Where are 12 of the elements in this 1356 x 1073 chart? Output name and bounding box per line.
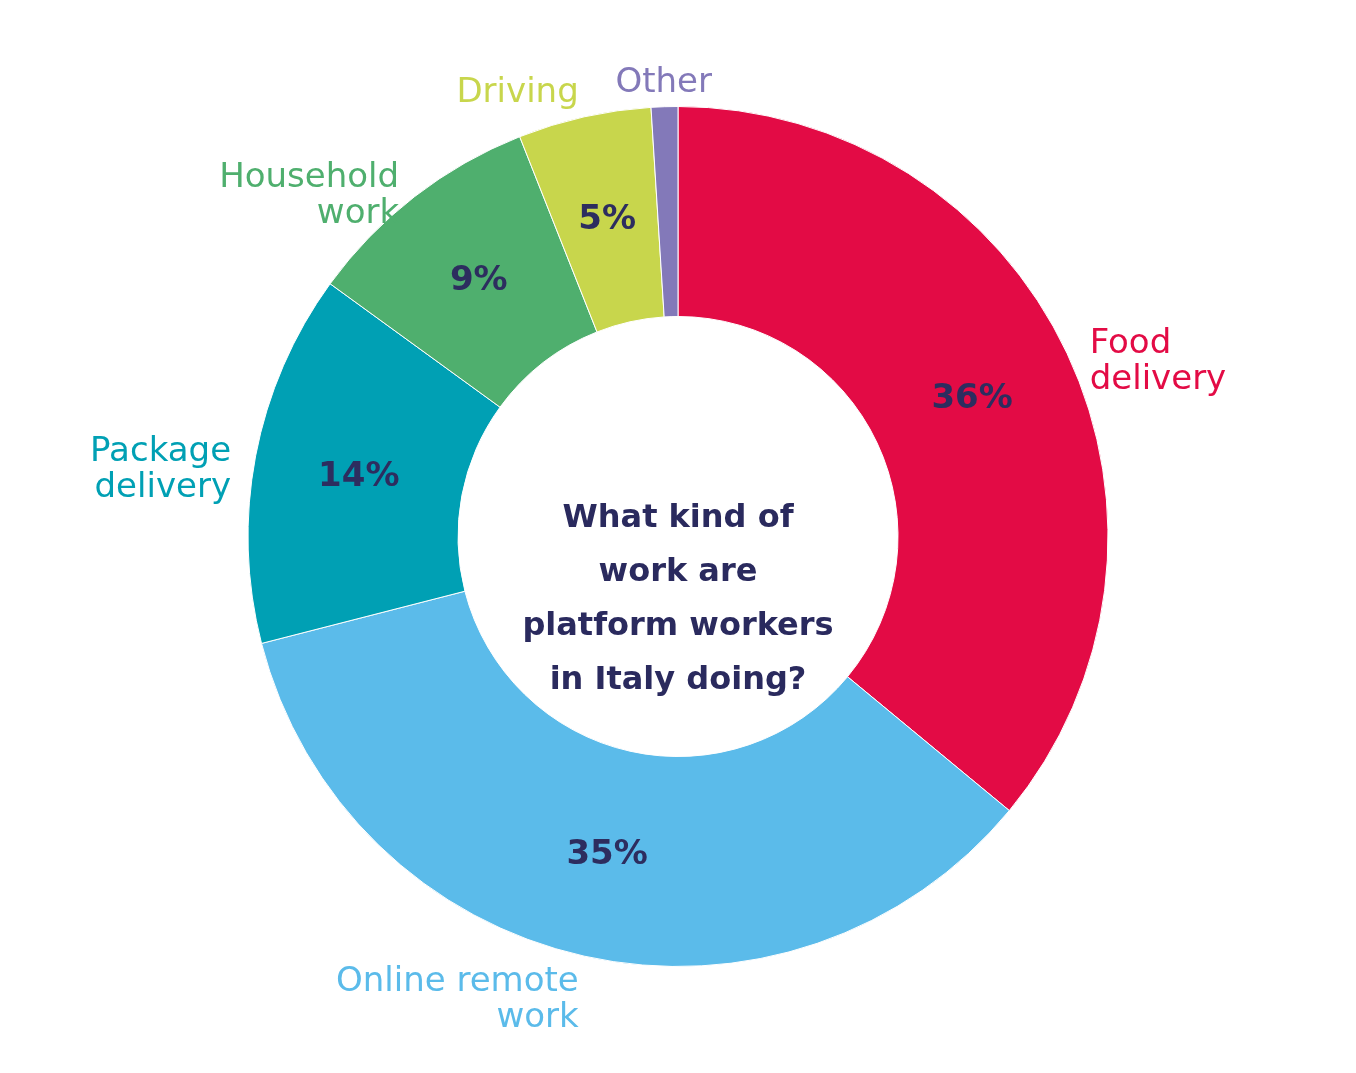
slice-label: Household work <box>219 154 400 231</box>
slice-label: Other <box>615 59 712 100</box>
data-label: 5% <box>578 197 636 238</box>
slice-label: Online remote work <box>335 958 580 1035</box>
slice-label: Food delivery <box>1089 320 1227 397</box>
data-label: 14% <box>318 453 400 494</box>
data-label: 36% <box>931 376 1013 417</box>
data-label: 35% <box>566 831 648 872</box>
text: What kind of work are platform workers in Italy doing? <box>522 496 834 697</box>
slice-label: Driving <box>456 70 579 111</box>
data-label: 9% <box>449 257 508 298</box>
slice-label: Package delivery <box>90 429 232 506</box>
